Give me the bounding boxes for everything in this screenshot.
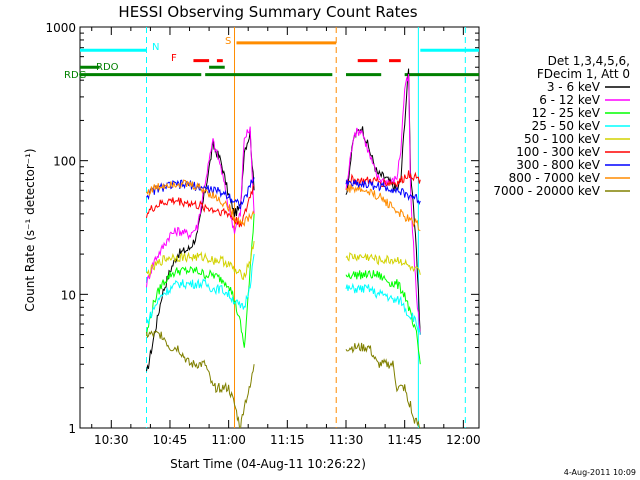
- plot-area: N F S RDO RDG: [64, 27, 479, 428]
- series-line: [146, 126, 255, 288]
- x-tick-label: 10:45: [153, 433, 188, 447]
- x-tick-label: 11:15: [270, 433, 305, 447]
- legend-entry-label: 12 - 25 keV: [532, 106, 601, 120]
- series-line: [345, 179, 421, 205]
- flag-label-f: F: [171, 53, 177, 64]
- series-line: [345, 170, 421, 189]
- plot-frame: [79, 26, 480, 429]
- legend-entry-label: 3 - 6 keV: [547, 80, 601, 94]
- legend-entry-label: 300 - 800 keV: [516, 158, 600, 172]
- flag-label-rdo: RDO: [96, 62, 119, 73]
- timestamp: 4-Aug-2011 10:09: [564, 468, 636, 477]
- legend-entry-label: 7000 - 20000 keV: [493, 184, 600, 198]
- series-line: [345, 282, 421, 335]
- legend-entry-label: 800 - 7000 keV: [509, 171, 601, 185]
- legend-entry-label: 50 - 100 keV: [524, 132, 601, 146]
- y-tick-label: 1000: [45, 21, 76, 35]
- x-tick-label: 12:00: [446, 433, 481, 447]
- y-tick-label: 10: [61, 288, 76, 302]
- axes: 1 10 100 1000 10:30 10:45 11:00 11:15 11:30 11:45…: [45, 21, 480, 447]
- legend-header-line-1: Det 1,3,4,5,6,: [548, 54, 630, 68]
- x-tick-label: 11:45: [387, 433, 422, 447]
- legend-entry-label: 100 - 300 keV: [516, 145, 600, 159]
- legend-entry-label: 25 - 50 keV: [532, 119, 601, 133]
- x-tick-label: 11:00: [211, 433, 246, 447]
- series-line: [146, 179, 255, 227]
- plot-content: [80, 27, 479, 428]
- x-tick-label: 10:30: [94, 433, 129, 447]
- series-line: [146, 254, 255, 325]
- flag-label-rdg: RDG: [64, 70, 86, 81]
- series-line: [146, 241, 255, 281]
- flag-label-n: N: [152, 42, 159, 53]
- legend-header-line-2: FDecim 1, Att 0: [537, 67, 630, 81]
- series-line: [345, 68, 421, 335]
- series-line: [345, 184, 421, 232]
- chart-title: HESSI Observing Summary Count Rates: [118, 3, 417, 21]
- legend: Det 1,3,4,5,6, FDecim 1, Att 0 3 - 6 keV…: [493, 54, 630, 198]
- legend-entry-label: 6 - 12 keV: [539, 93, 601, 107]
- y-axis-label: Count Rate (s⁻¹ detector⁻¹): [23, 148, 37, 311]
- series-line: [146, 185, 255, 228]
- flag-label-s: S: [225, 36, 231, 47]
- series-line: [345, 73, 421, 335]
- series-line: [146, 330, 255, 428]
- series-line: [146, 213, 255, 348]
- series-line: [146, 131, 255, 372]
- series-line: [345, 252, 421, 275]
- x-axis-label: Start Time (04-Aug-11 10:26:22): [170, 457, 366, 471]
- x-tick-label: 11:30: [329, 433, 364, 447]
- y-tick-label: 1: [68, 422, 76, 436]
- y-tick-label: 100: [53, 155, 76, 169]
- series-line: [345, 342, 421, 428]
- series-line: [345, 270, 421, 365]
